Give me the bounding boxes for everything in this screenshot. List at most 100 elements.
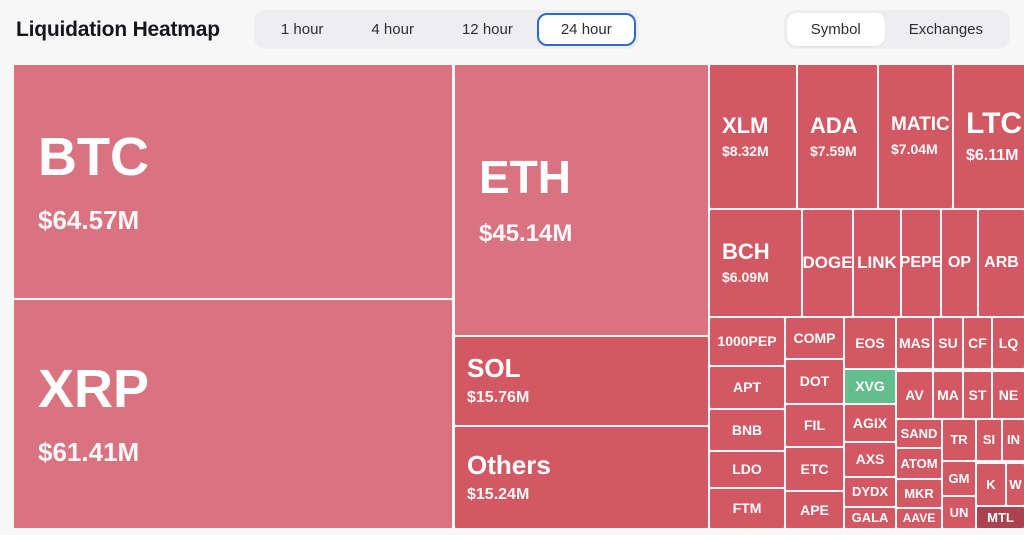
tile-AAVE[interactable]: AAVE — [897, 509, 941, 528]
tile-value: $15.76M — [467, 389, 530, 407]
tile-1000PEP[interactable]: 1000PEP — [710, 318, 784, 365]
tile-symbol: AV — [905, 386, 924, 403]
tile-symbol: UN — [949, 504, 969, 520]
tile-BTC[interactable]: BTC $64.57M — [14, 65, 452, 298]
tile-symbol: BNB — [731, 421, 763, 438]
tile-W[interactable]: W — [1007, 464, 1024, 505]
tile-symbol: SOL — [467, 353, 521, 384]
tile-symbol: BTC — [38, 126, 149, 187]
tile-COMP[interactable]: COMP — [786, 318, 843, 358]
tile-symbol: 1000PEP — [717, 333, 777, 350]
tile-MTL[interactable]: MTL — [977, 507, 1024, 528]
tile-symbol: XLM — [722, 112, 769, 138]
tile-DOGE[interactable]: DOGE — [803, 210, 852, 316]
tab-12-hour[interactable]: 12 hour — [438, 13, 537, 46]
tile-symbol: SI — [982, 432, 996, 448]
tile-UN[interactable]: UN — [943, 497, 975, 528]
tile-OP[interactable]: OP — [942, 210, 977, 316]
tile-symbol: DOGE — [803, 253, 852, 273]
tile-FIL[interactable]: FIL — [786, 405, 843, 446]
tile-symbol: APT — [733, 379, 761, 396]
tile-symbol: FIL — [804, 417, 825, 434]
tile-symbol: SU — [938, 334, 958, 351]
tile-GALA[interactable]: GALA — [845, 508, 895, 528]
tile-DOT[interactable]: DOT — [786, 360, 843, 403]
tile-MA[interactable]: MA — [934, 372, 962, 418]
toggle-exchanges[interactable]: Exchanges — [885, 13, 1007, 46]
tile-XRP[interactable]: XRP $61.41M — [14, 300, 452, 528]
header-bar: Liquidation Heatmap 1 hour 4 hour 12 hour 2… — [0, 0, 1024, 65]
tile-symbol: APE — [800, 501, 829, 518]
tile-SI[interactable]: SI — [977, 420, 1001, 460]
tile-symbol: W — [1009, 476, 1022, 492]
tile-symbol: Others — [467, 449, 551, 480]
tile-DYDX[interactable]: DYDX — [845, 478, 895, 506]
tile-symbol: DOT — [799, 373, 830, 390]
tile-EOS[interactable]: EOS — [845, 318, 895, 368]
tile-value: $6.11M — [966, 146, 1019, 164]
tile-value: $7.04M — [891, 141, 938, 158]
tile-symbol: MATIC — [891, 114, 950, 136]
tile-ST[interactable]: ST — [964, 372, 991, 418]
tile-symbol: ARB — [984, 253, 1019, 271]
tile-SOL[interactable]: SOL $15.76M — [455, 337, 708, 425]
tile-symbol: EOS — [855, 334, 885, 351]
tile-MKR[interactable]: MKR — [897, 480, 941, 507]
tile-ARB[interactable]: ARB — [979, 210, 1024, 316]
tile-value: $61.41M — [38, 437, 140, 468]
tile-XLM[interactable]: XLM $8.32M — [710, 65, 796, 208]
tile-MAS[interactable]: MAS — [897, 318, 932, 368]
tile-AV[interactable]: AV — [897, 372, 932, 418]
tile-value: $8.32M — [722, 142, 769, 159]
tile-FTM[interactable]: FTM — [710, 489, 784, 528]
tile-PEPE[interactable]: PEPE — [902, 210, 940, 316]
tile-LINK[interactable]: LINK — [854, 210, 900, 316]
tile-symbol: FTM — [732, 500, 762, 517]
tile-ETC[interactable]: ETC — [786, 448, 843, 490]
tile-AGIX[interactable]: AGIX — [845, 405, 895, 441]
tile-symbol: IN — [1007, 432, 1020, 448]
tile-K[interactable]: K — [977, 464, 1005, 505]
tile-symbol: ATOM — [900, 455, 938, 471]
tile-symbol: ADA — [810, 112, 858, 138]
tile-NE[interactable]: NE — [993, 372, 1024, 418]
tile-MATIC[interactable]: MATIC $7.04M — [879, 65, 952, 208]
tile-XVG[interactable]: XVG — [845, 370, 895, 403]
tile-symbol: ST — [968, 386, 987, 403]
tile-symbol: LTC — [966, 107, 1023, 141]
tile-LTC[interactable]: LTC $6.11M — [954, 65, 1024, 208]
tile-ADA[interactable]: ADA $7.59M — [798, 65, 877, 208]
tab-1-hour[interactable]: 1 hour — [257, 13, 348, 46]
tile-Others[interactable]: Others $15.24M — [455, 427, 708, 528]
tile-LDO[interactable]: LDO — [710, 452, 784, 487]
tile-LQ[interactable]: LQ — [993, 318, 1024, 368]
tile-TR[interactable]: TR — [943, 420, 975, 460]
tile-ATOM[interactable]: ATOM — [897, 449, 941, 478]
tile-symbol: GM — [948, 470, 970, 486]
tile-symbol: K — [986, 476, 996, 492]
tile-symbol: MAS — [898, 334, 931, 351]
tile-CF[interactable]: CF — [964, 318, 991, 368]
tile-APE[interactable]: APE — [786, 492, 843, 528]
tile-symbol: XRP — [38, 359, 150, 420]
tile-IN[interactable]: IN — [1003, 420, 1024, 460]
tile-ETH[interactable]: ETH $45.14M — [455, 65, 708, 335]
tile-value: $64.57M — [38, 204, 140, 235]
tile-BNB[interactable]: BNB — [710, 410, 784, 450]
tile-value: $6.09M — [722, 269, 769, 286]
toggle-symbol[interactable]: Symbol — [786, 13, 885, 46]
tile-symbol: COMP — [793, 329, 836, 346]
tab-4-hour[interactable]: 4 hour — [347, 13, 438, 46]
tile-value: $15.24M — [467, 485, 530, 503]
tile-SAND[interactable]: SAND — [897, 420, 941, 447]
tile-GM[interactable]: GM — [943, 462, 975, 495]
tile-SU[interactable]: SU — [934, 318, 962, 368]
tab-24-hour[interactable]: 24 hour — [536, 13, 636, 46]
tile-AXS[interactable]: AXS — [845, 443, 895, 476]
tile-symbol: TR — [950, 432, 968, 448]
tile-BCH[interactable]: BCH $6.09M — [710, 210, 801, 316]
tile-symbol: AXS — [855, 451, 885, 468]
tile-APT[interactable]: APT — [710, 367, 784, 408]
